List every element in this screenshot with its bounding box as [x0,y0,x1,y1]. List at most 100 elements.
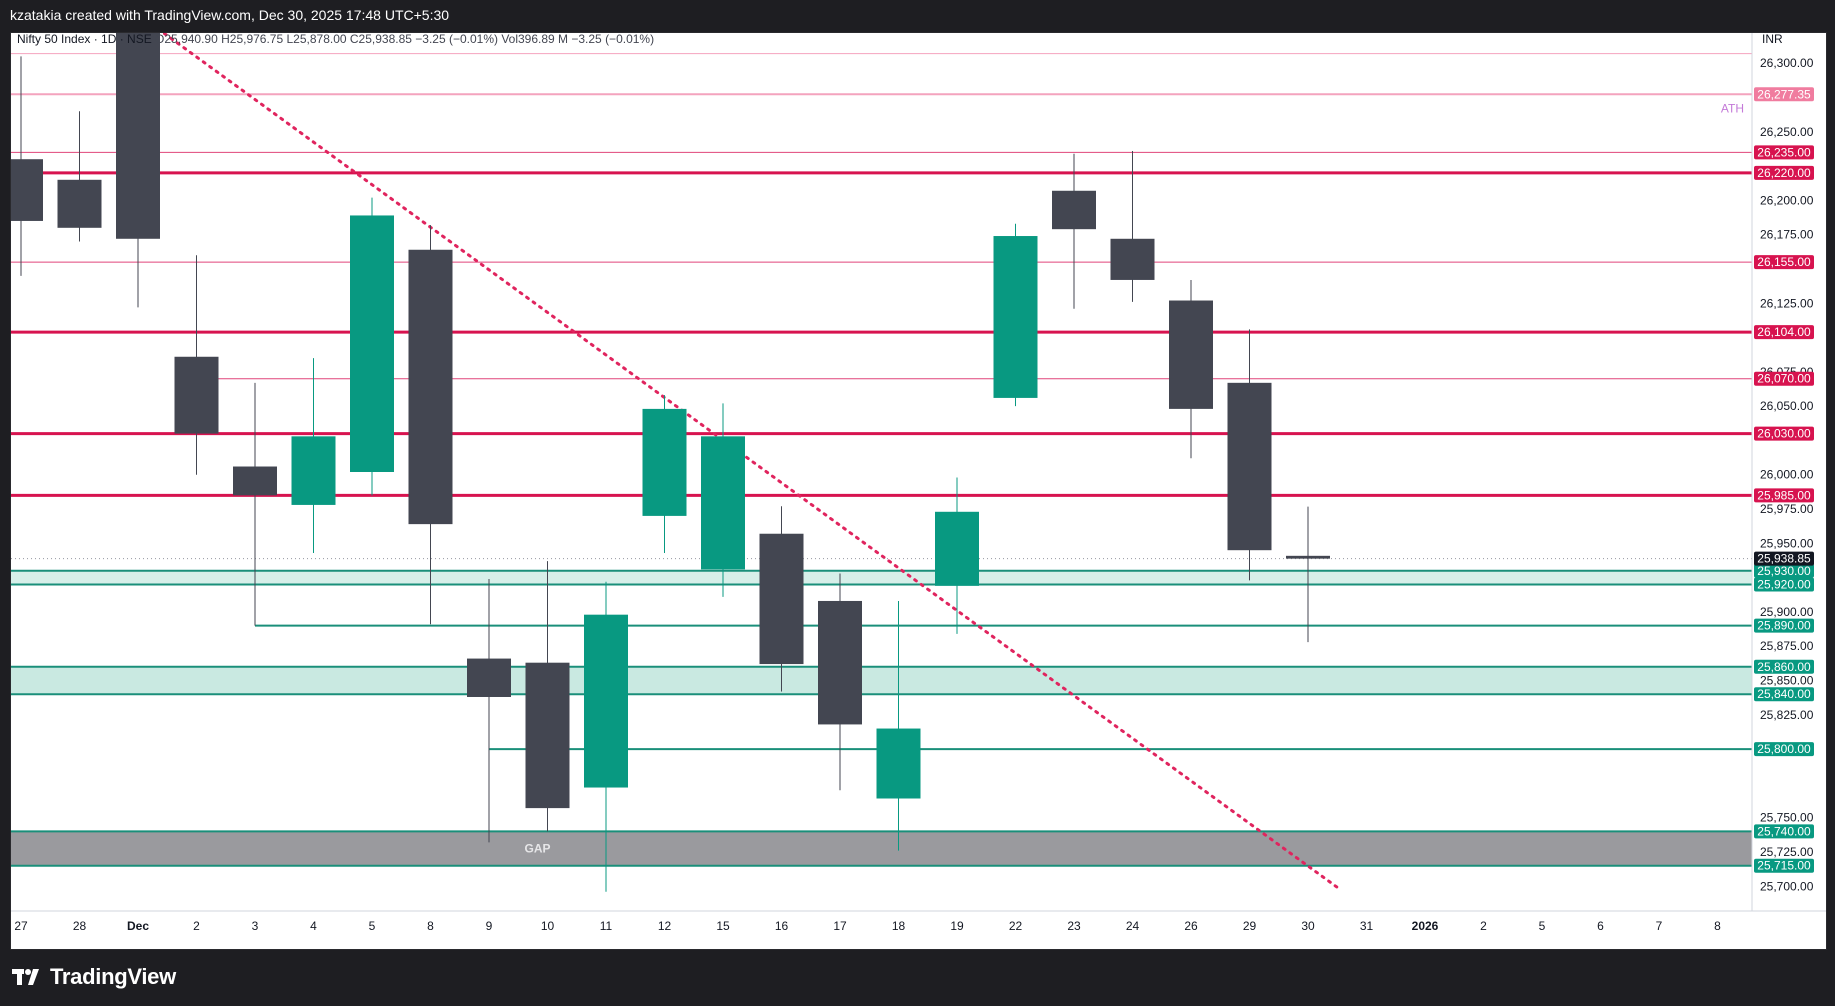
x-tick-label: 29 [1243,919,1257,933]
price-tag-bg-13 [1754,687,1814,702]
x-tick-label: 10 [541,919,555,933]
price-tag-9: 25,930.00 [1757,564,1811,578]
price-tag-bg-4 [1754,255,1814,270]
y-tick-label: 25,825.00 [1760,708,1814,722]
candle-body-8[interactable] [408,249,453,525]
y-tick-label: 26,050.00 [1760,399,1814,413]
price-tag-bg-11 [1754,618,1814,633]
candle-body-Dec[interactable] [116,33,160,239]
price-tag-4: 26,155.00 [1757,255,1811,269]
last-price-tag-bg [1754,551,1814,566]
x-tick-label: 2 [1480,919,1487,933]
x-tick-label: 30 [1301,919,1315,933]
legend-symbol: Nifty 50 Index · 1D · NSE O25,940.90 H25… [17,33,654,46]
x-tick-label: 3 [252,919,259,933]
x-tick-label: 28 [73,919,87,933]
candle-body-9[interactable] [467,658,511,697]
price-tag-bg-6 [1754,371,1814,386]
x-tick-label: 5 [369,919,376,933]
chart-container[interactable]: GAP ATH Nifty 50 Index · 1D · NSE O25,940.… [10,32,1827,950]
candle-body-23[interactable] [1052,190,1096,230]
tradingview-brand: TradingView [50,964,176,989]
y-tick-label: 26,000.00 [1760,468,1814,482]
candle-body-3[interactable] [233,466,277,496]
candle-body-24[interactable] [1110,238,1155,280]
x-tick-label: 5 [1539,919,1546,933]
candle-body-17[interactable] [818,600,862,725]
price-tag-16: 25,715.00 [1757,859,1811,873]
attribution-header: kzatakia created with TradingView.com, D… [10,6,449,24]
y-tick-label: 25,750.00 [1760,811,1814,825]
candle-body-28[interactable] [57,179,102,228]
price-tag-bg-14 [1754,742,1814,757]
y-tick-label: 26,175.00 [1760,228,1814,242]
x-tick-label: 7 [1656,919,1663,933]
x-tick-label: 18 [892,919,906,933]
currency-label: INR [1762,33,1783,46]
y-tick-label: 25,850.00 [1760,674,1814,688]
x-tick-label: 2 [193,919,200,933]
price-tag-bg-12 [1754,659,1814,674]
y-tick-label: 26,200.00 [1760,193,1814,207]
price-tag-10: 25,920.00 [1757,577,1811,591]
price-tag-2: 26,235.00 [1757,145,1811,159]
candle-body-19[interactable] [935,511,979,586]
annotation-0: ATH [1721,101,1744,115]
candle-body-10[interactable] [525,662,570,809]
x-tick-label: 9 [486,919,493,933]
candle-body-16[interactable] [759,533,804,665]
y-tick-label: 26,250.00 [1760,125,1814,139]
last-price-tag: 25,938.85 [1757,552,1811,566]
price-tag-bg-15 [1754,824,1814,839]
candle-body-11[interactable] [584,614,628,788]
x-tick-label: 4 [310,919,317,933]
x-tick-label: Dec [127,919,149,933]
price-tag-bg-3 [1754,165,1814,180]
x-tick-label: 8 [427,919,434,933]
price-tag-15: 25,740.00 [1757,824,1811,838]
price-tag-bg-16 [1754,858,1814,873]
x-tick-label: 24 [1126,919,1140,933]
x-tick-label: 2026 [1412,919,1439,933]
candle-body-12[interactable] [642,408,687,516]
x-tick-label: 19 [950,919,964,933]
zone-label-2: GAP [524,842,550,856]
footer-branding: TradingView [12,962,176,992]
candle-body-29[interactable] [1227,382,1272,551]
zone-band-2 [11,831,1752,866]
y-tick-label: 25,900.00 [1760,605,1814,619]
y-tick-label: 25,950.00 [1760,536,1814,550]
candle-body-5[interactable] [350,215,394,472]
zone-band-1 [11,666,1752,695]
candle-body-22[interactable] [993,236,1038,398]
price-tag-bg-10 [1754,577,1814,592]
x-tick-label: 26 [1184,919,1198,933]
x-tick-label: 22 [1009,919,1023,933]
zone-band-0 [11,570,1752,585]
price-tag-bg-5 [1754,325,1814,340]
y-tick-label: 25,700.00 [1760,879,1814,893]
candle-body-27[interactable] [11,159,43,221]
candle-body-18[interactable] [876,728,921,799]
candle-body-4[interactable] [291,436,336,505]
price-tag-12: 25,860.00 [1757,660,1811,674]
candlestick-chart[interactable]: GAP ATH Nifty 50 Index · 1D · NSE O25,940.… [11,33,1826,949]
price-tag-3: 26,220.00 [1757,166,1811,180]
price-tag-14: 25,800.00 [1757,742,1811,756]
price-tag-1: 26,277.35 [1757,87,1811,101]
price-tag-bg-9 [1754,563,1814,578]
y-tick-label: 25,875.00 [1760,639,1814,653]
price-tag-bg-8 [1754,488,1814,503]
x-tick-label: 15 [716,919,730,933]
legend-ohlc: O25,940.90 H25,976.75 L25,878.00 C25,938… [155,33,654,46]
x-tick-label: 23 [1067,919,1081,933]
candle-body-15[interactable] [701,436,745,570]
x-tick-label: 11 [600,919,613,933]
y-tick-label: 25,975.00 [1760,502,1814,516]
candle-body-26[interactable] [1169,300,1213,409]
x-tick-label: 17 [833,919,847,933]
candle-body-30[interactable] [1286,555,1330,559]
x-tick-label: 31 [1360,919,1374,933]
candle-body-2[interactable] [174,356,219,434]
x-tick-label: 8 [1714,919,1721,933]
